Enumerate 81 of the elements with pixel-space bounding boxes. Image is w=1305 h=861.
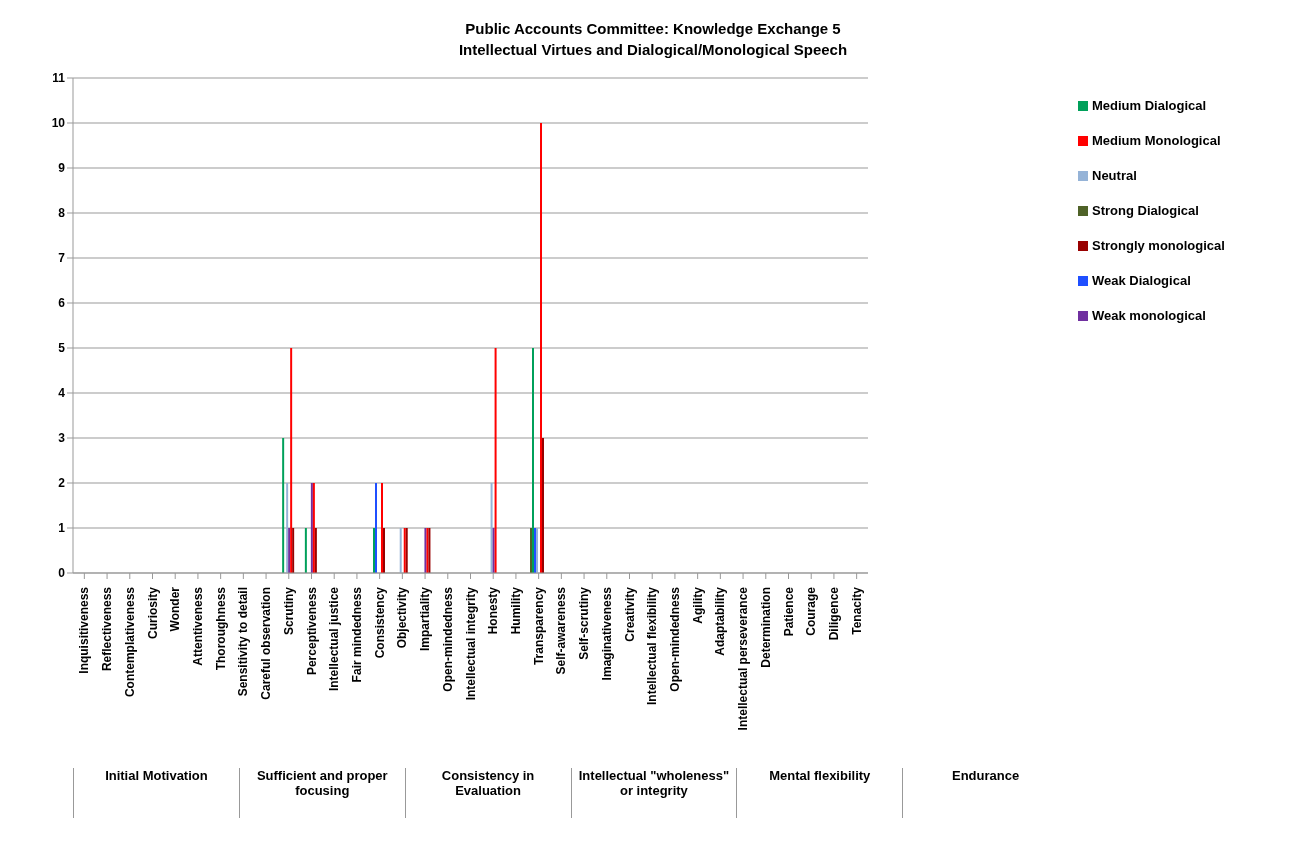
x-tick-label: Reflectiveness [100,586,115,672]
x-tick-label: Imaginativeness [599,586,614,681]
x-tick-label: Tenacity [849,586,864,635]
y-tick-label: 9 [58,161,66,176]
y-tick-label: 0 [58,566,66,581]
x-tick-label: Perceptiveness [304,586,319,676]
x-tick-label: Scrutiny [281,586,296,636]
x-tick-label: Open-mindedness [440,586,455,692]
text: Endurance [902,768,1068,818]
bar [381,483,384,573]
x-tick-label: Careful observation [259,587,274,700]
x-tick-label: Creativity [622,586,637,642]
bar [375,483,378,573]
y-tick-label: 11 [52,71,66,86]
bar [373,528,376,573]
x-tick-label: Thoroughness [213,586,228,671]
x-tick-label: Adaptability [713,586,728,656]
x-tick-label: Sensitivity to detail [236,587,251,697]
legend-label: Neutral [1092,168,1137,183]
x-tick-label: Attentiveness [190,586,205,666]
text: Sufficient and proper focusing [238,768,405,818]
bar [399,528,402,573]
x-tick-label: Humility [508,586,523,635]
x-tick-label: Contemplativeness [122,586,137,698]
x-tick-label: Self-awareness [554,586,569,675]
x-tick-label: Impartiality [418,586,433,652]
bar [383,528,386,573]
y-tick-label: 7 [58,251,66,266]
bar [304,528,307,573]
x-tick-label: Wonder [168,586,183,632]
bar [292,528,295,573]
x-tick-label: Diligence [826,586,841,641]
text: Consistency in Evaluation [404,768,571,818]
x-tick-label: Courage [804,586,819,636]
bar [288,528,291,573]
bar [286,483,289,573]
chart-title: Public Accounts Committee: Knowledge Exchange 5 [464,19,842,39]
x-tick-label: Intellectual perseverance [736,586,751,731]
x-tick-label: Fair mindedness [349,586,364,683]
bar [542,438,545,573]
legend-label: Strong Dialogical [1092,203,1199,218]
y-tick-label: 2 [58,476,66,491]
bar [490,483,493,573]
chart-subtitle: Intellectual Virtues and Dialogical/Monological Speech [457,40,849,60]
x-tick-label: Intellectual flexibility [645,586,660,706]
x-tick-label: Inquisitiveness [77,586,92,674]
text: Mental flexibility [736,768,903,818]
bar [282,438,285,573]
x-tick-label: Determination [758,587,773,668]
x-tick-label: Intellectual justice [327,586,342,692]
bar [290,348,293,573]
text: Intellectual "wholeness" or integrity [570,768,737,818]
bar [540,123,543,573]
legend-label: Strongly monological [1092,238,1225,253]
y-tick-label: 3 [58,431,66,446]
x-tick-label: Curiosity [145,586,160,640]
legend-label: Weak Dialogical [1092,273,1191,288]
text: Initial Motivation [73,768,239,818]
x-tick-label: Objectivity [395,586,410,649]
bar [530,528,533,573]
x-tick-label: Intellectual integrity [463,586,478,701]
y-tick-label: 4 [58,386,66,401]
legend-label: Medium Monological [1092,133,1221,148]
y-tick-label: 8 [58,206,66,221]
x-tick-label: Self-scrutiny [577,586,592,660]
y-tick-label: 6 [58,296,66,311]
x-tick-label: Consistency [372,586,387,659]
y-tick-label: 10 [51,116,66,131]
legend-label: Medium Dialogical [1092,98,1207,113]
bar [532,348,535,573]
y-tick-label: 5 [58,341,66,356]
x-tick-label: Agility [690,586,705,624]
bar [494,348,497,573]
bar [492,528,495,573]
x-tick-label: Open-mindedness [667,586,682,692]
x-tick-label: Patience [781,586,796,637]
legend-label: Weak monological [1092,308,1206,323]
y-tick-label: 1 [58,521,66,536]
x-tick-label: Transparency [531,586,546,666]
bar [314,528,317,573]
x-tick-label: Honesty [486,586,501,635]
